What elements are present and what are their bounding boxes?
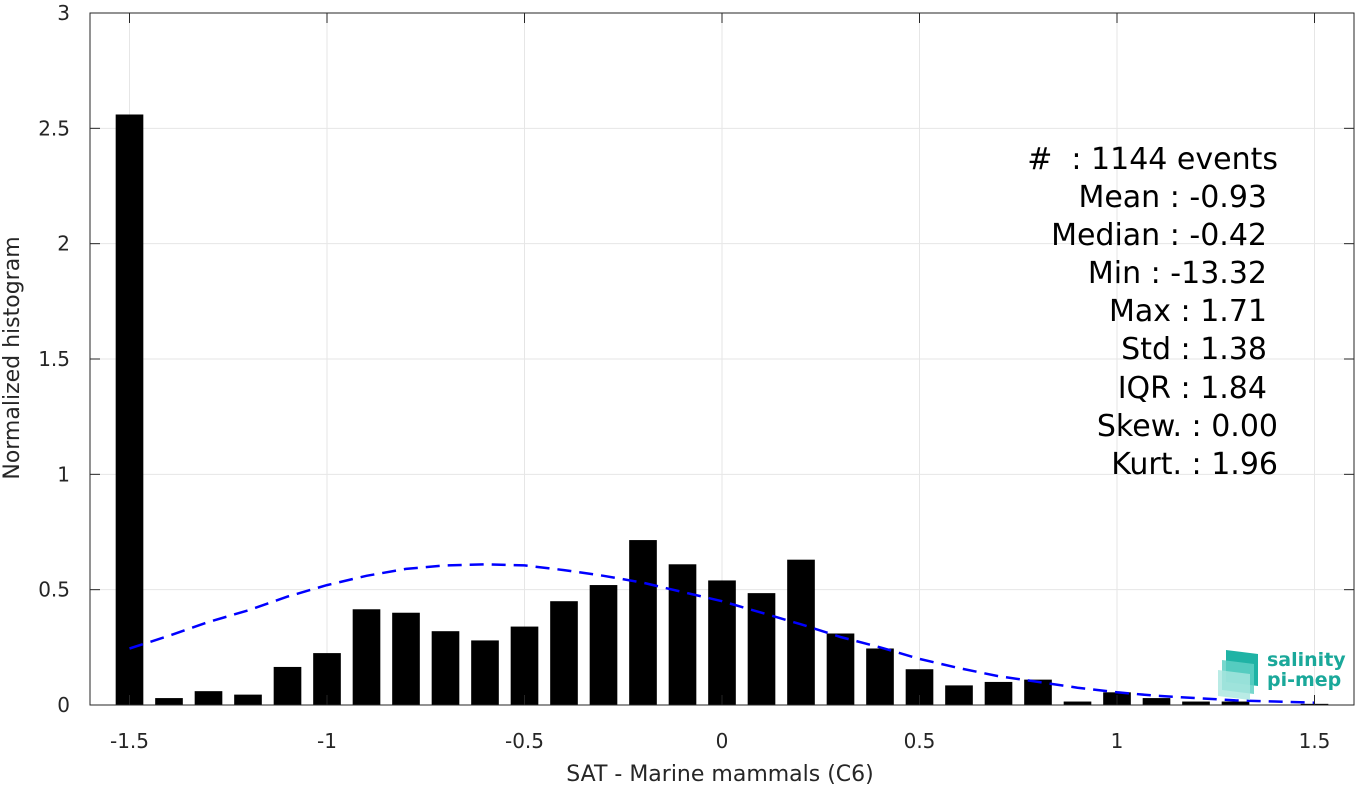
y-tick-label: 1.5: [38, 347, 70, 371]
histogram-bar: [194, 691, 223, 705]
y-tick-label: 3: [57, 1, 70, 25]
histogram-bar: [234, 694, 262, 705]
stats-annotation: # : 1144 events Mean : -0.93 Median : -0…: [1027, 142, 1278, 482]
salinity-pimep-logo: salinity pi-mep: [1218, 649, 1346, 700]
y-tick-labels: 0 0.5 1 1.5 2 2.5 3: [38, 1, 70, 717]
histogram-bar: [510, 626, 539, 705]
stats-median: Median : -0.42: [1051, 218, 1267, 253]
stats-skew: Skew. : 0.00: [1097, 409, 1278, 444]
stats-kurt: Kurt. : 1.96: [1111, 447, 1278, 482]
logo-text-salinity: salinity: [1267, 649, 1346, 671]
histogram-bar: [826, 633, 855, 705]
histogram-bars: [115, 114, 1329, 705]
normal-fit-curve: [129, 563, 1315, 704]
histogram-bar: [431, 631, 460, 705]
stats-events: # : 1144 events: [1027, 142, 1278, 177]
histogram-bar: [1221, 701, 1250, 705]
y-tick-label: 0.5: [38, 578, 70, 602]
y-tick-label: 2.5: [38, 116, 70, 140]
x-axis-label: SAT - Marine mammals (C6): [566, 762, 874, 785]
histogram-bar: [155, 698, 183, 705]
histogram-bar: [1182, 701, 1210, 705]
logo-text-pimep: pi-mep: [1267, 669, 1341, 691]
histogram-bar: [1024, 679, 1052, 705]
stats-max: Max : 1.71: [1109, 294, 1267, 329]
histogram-bar: [945, 685, 973, 705]
y-axis-label: Normalized histogram: [0, 236, 25, 479]
stats-mean: Mean : -0.93: [1078, 180, 1267, 215]
histogram-bar: [787, 559, 815, 705]
stats-min: Min : -13.32: [1088, 256, 1267, 291]
stats-std: Std : 1.38: [1121, 332, 1267, 367]
histogram-bar: [866, 648, 894, 705]
x-tick-labels: -1.5 -1 -0.5 0 0.5 1 1.5: [110, 729, 1330, 753]
x-tick-label: 1: [1111, 729, 1124, 753]
y-tick-label: 1: [57, 462, 70, 486]
x-tick-label: 1.5: [1299, 729, 1331, 753]
histogram-bar: [273, 666, 302, 705]
x-tick-label: -0.5: [505, 729, 544, 753]
y-tick-label: 2: [57, 232, 70, 256]
stats-iqr: IQR : 1.84: [1118, 371, 1267, 406]
histogram-bar: [352, 609, 381, 705]
histogram-bar: [115, 114, 144, 705]
histogram-bar: [1063, 701, 1092, 705]
histogram-bar: [668, 564, 697, 705]
histogram-bar: [984, 681, 1013, 705]
histogram-bar: [629, 540, 657, 705]
x-tick-label: 0.5: [904, 729, 936, 753]
axis-ticks: [90, 12, 1354, 706]
y-tick-label: 0: [57, 693, 70, 717]
histogram-bar: [1142, 698, 1171, 705]
x-tick-label: -1.5: [110, 729, 149, 753]
wave-logo-icon: [1218, 650, 1258, 700]
histogram-bar: [471, 640, 499, 705]
x-tick-label: 0: [716, 729, 729, 753]
histogram-bar: [589, 585, 618, 705]
histogram-bar: [392, 612, 420, 705]
histogram-bar: [550, 601, 578, 705]
x-tick-label: -1: [317, 729, 337, 753]
